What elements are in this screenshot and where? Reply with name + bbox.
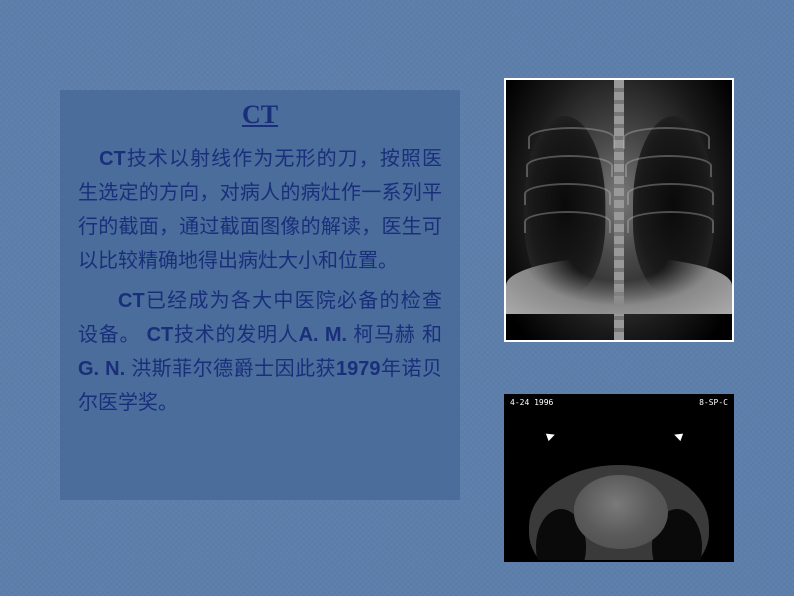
slide-title: CT: [78, 100, 442, 130]
p2-b3: A. M.: [299, 324, 354, 346]
p2-b2: CT: [147, 324, 174, 346]
rib: [526, 155, 613, 177]
p2-t4: 洪斯菲尔德爵士因此获: [131, 358, 336, 380]
ct-organ: [574, 475, 668, 549]
paragraph-1: CT技术以射线作为无形的刀，按照医生选定的方向，对病人的病灶作一系列平行的截面，…: [78, 142, 442, 278]
xray-content: [506, 80, 732, 340]
p2-b1: CT: [118, 290, 145, 312]
rib: [528, 127, 615, 149]
rib: [627, 183, 714, 205]
indent: [78, 148, 99, 170]
ct-content: 4-24 1996 8-SP-C: [506, 396, 732, 560]
arrow-icon: [673, 431, 683, 441]
paragraph-2: CT已经成为各大中医院必备的检查设备。 CT技术的发明人A. M. 柯马赫 和 …: [78, 284, 442, 420]
p1-text: 技术以射线作为无形的刀，按照医生选定的方向，对病人的病灶作一系列平行的截面，通过…: [78, 148, 442, 272]
ct-body: [529, 465, 710, 560]
text-panel: CT CT技术以射线作为无形的刀，按照医生选定的方向，对病人的病灶作一系列平行的…: [60, 90, 460, 500]
rib: [627, 211, 714, 233]
p1-bold: CT: [99, 148, 126, 170]
rib: [524, 211, 611, 233]
rib: [625, 155, 712, 177]
ct-label-left: 4-24 1996: [510, 398, 553, 407]
p2-b5: 1979: [336, 358, 381, 380]
p2-b4: G. N.: [78, 358, 131, 380]
p2-t2: 技术的发明人: [173, 324, 298, 346]
chest-xray-image: [504, 78, 734, 342]
xray-diaphragm: [506, 257, 732, 314]
ct-scan-image: 4-24 1996 8-SP-C: [504, 394, 734, 562]
ct-label-right: 8-SP-C: [699, 398, 728, 407]
rib: [623, 127, 710, 149]
arrow-icon: [546, 431, 556, 441]
p2-t3: 柯马赫 和: [353, 324, 442, 346]
rib: [524, 183, 611, 205]
